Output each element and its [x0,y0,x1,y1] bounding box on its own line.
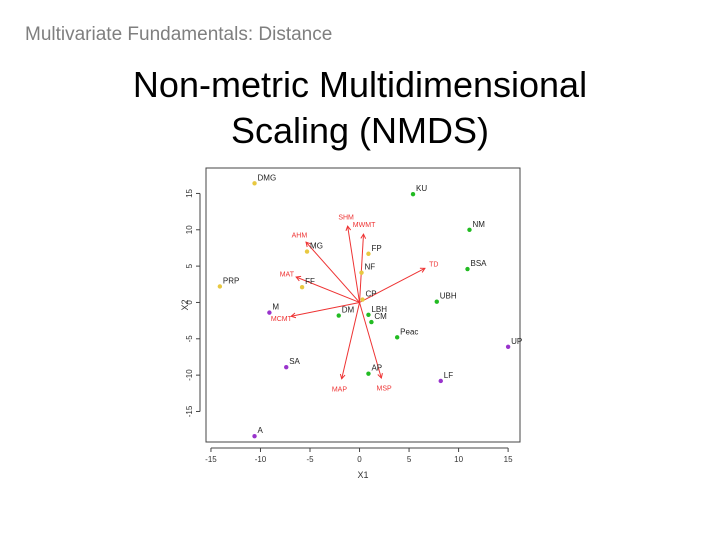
site-point [467,227,472,232]
vector-arrowhead [377,373,383,380]
site-label: MG [310,242,323,251]
site-label: DM [342,306,355,315]
site-point [369,319,374,325]
vector-arrow [359,234,364,303]
axes-group: -15 -10 -5 0 5 10 15 15 10 5 0 -5 -10 -15 [185,188,513,464]
x-tick-label: 15 [504,455,513,464]
y-tick-label: 0 [185,300,194,305]
vector-label: MAT [280,271,295,278]
x-tick-label: 10 [454,455,463,464]
site-label: NF [365,263,376,272]
site-label: UBH [440,292,457,301]
site-point [366,312,371,318]
site-label: CP [366,290,377,299]
plot-frame [205,167,521,443]
x-tick-label: -15 [205,455,217,464]
site-point [366,371,371,376]
site-label: AP [371,364,382,373]
site-point [217,284,223,289]
vector-arrowhead [360,233,367,239]
vector-label: AHM [292,233,308,240]
y-tick-label: -15 [185,405,194,417]
vector-arrowhead [305,241,311,248]
site-point [359,270,364,275]
x-tick-label: -10 [255,455,267,464]
vector-arrow [305,241,360,303]
vector-label: MWMT [353,222,376,229]
site-point [267,310,272,315]
y-tick-label: 5 [185,263,194,268]
site-label: A [258,426,264,435]
site-point [299,284,305,290]
vector-arrow [291,301,360,317]
vector-label: TD [429,262,438,269]
site-point [360,297,365,302]
site-point [252,181,257,186]
site-label: M [272,303,279,312]
y-axis-label: X2 [180,299,190,310]
vector-arrowhead [345,225,352,232]
site-point [410,191,416,197]
slide-header: Multivariate Fundamentals: Distance [25,24,333,45]
site-label: UP [511,337,522,346]
slide-title-line-2: Scaling (NMDS) [230,110,490,151]
x-tick-label: 5 [407,455,412,464]
site-label: Peac [400,327,418,336]
vector-label: SHM [338,214,354,221]
site-point [394,335,400,340]
site-point [366,251,371,256]
site-label: KU [416,184,427,193]
site-point [304,249,310,254]
site-label: FP [371,244,381,253]
x-axis-label: X1 [357,470,368,480]
site-label: BSA [471,259,488,268]
vector-label: MCMT [271,316,293,323]
vector-arrow [359,302,382,379]
vector-arrowhead [419,267,426,273]
site-point [252,433,257,439]
vector-arrowhead [295,275,302,282]
site-point [434,299,439,304]
site-point [438,378,443,384]
y-tick-label: -10 [185,369,194,381]
vector-arrow [347,226,361,303]
site-point [336,313,341,318]
site-label: SA [289,357,300,366]
x-tick-label: 0 [357,455,362,464]
vector-arrow [295,276,360,303]
vector-arrow [359,267,426,303]
vector-arrowhead [339,373,346,380]
site-label: LBH [371,305,387,314]
site-point [284,364,289,370]
x-tick-label: -5 [306,455,314,464]
vector-label: MAP [332,387,348,394]
site-label: PRP [223,276,239,285]
site-label: CM [374,312,387,321]
vector-arrow [341,302,361,379]
y-tick-label: 10 [185,225,194,234]
vector-label: MSP [377,386,393,393]
slide-title: Non-metric Multidimensional Scaling (NMD… [0,62,720,154]
vector-arrowhead [290,312,297,319]
y-tick-label: -5 [185,335,194,343]
y-tick-label: 15 [185,188,194,197]
site-label: FF [305,277,315,286]
site-point [505,344,511,349]
site-label: DMG [258,173,277,182]
site-point [465,266,470,272]
slide-title-line-1: Non-metric Multidimensional [132,64,588,105]
site-label: NM [472,220,485,229]
site-label: LF [444,371,453,380]
